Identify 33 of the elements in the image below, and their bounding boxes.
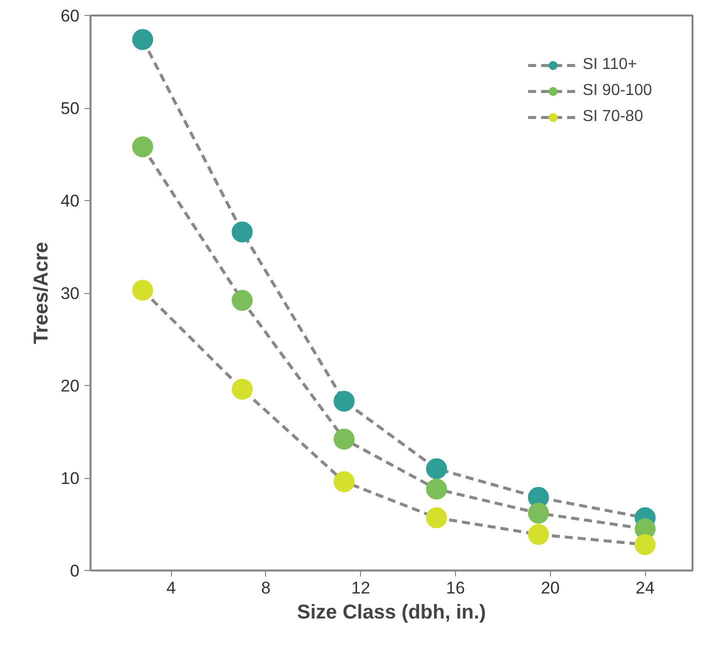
legend-label: SI 90-100: [582, 82, 652, 100]
legend-label: SI 70-80: [582, 108, 644, 126]
point: [334, 428, 355, 450]
point: [132, 280, 154, 301]
x-axis-title: Size Class (dbh, in.): [297, 602, 486, 624]
y-tick-label: 20: [60, 376, 80, 396]
point: [334, 471, 355, 492]
x-tick-label: 24: [636, 578, 655, 598]
x-tick-label: 4: [166, 578, 176, 598]
point: [426, 458, 448, 480]
x-tick-label: 20: [540, 578, 560, 598]
point: [232, 290, 253, 311]
y-tick-label: 60: [60, 6, 80, 26]
y-tick-label: 30: [60, 284, 80, 303]
point: [528, 524, 549, 545]
point: [528, 502, 549, 524]
point: [334, 390, 355, 412]
point: [132, 29, 154, 50]
point: [426, 507, 448, 528]
x-tick-label: 16: [446, 578, 465, 598]
x-tick-label: 8: [261, 578, 271, 598]
y-tick-label: 0: [70, 562, 80, 580]
y-axis-title: Trees/Acre: [30, 242, 53, 344]
point: [426, 478, 448, 500]
y-tick-label: 10: [60, 469, 80, 488]
x-tick-label: 12: [351, 578, 370, 598]
legend-label: SI 110+: [582, 56, 638, 74]
y-tick-label: 40: [60, 192, 80, 210]
point: [634, 534, 656, 556]
point: [232, 378, 253, 400]
point: [232, 221, 253, 242]
y-tick-label: 50: [60, 99, 80, 118]
point: [132, 136, 154, 158]
